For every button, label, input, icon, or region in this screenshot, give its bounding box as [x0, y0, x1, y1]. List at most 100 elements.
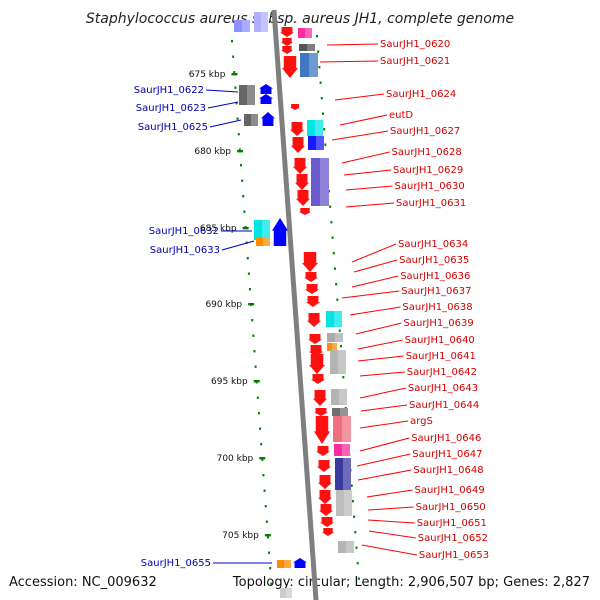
gene-product-box-shade [343, 474, 351, 490]
right-label-leader [351, 243, 397, 263]
outer-right-guide-dot [335, 283, 338, 286]
gene-product-box-shade [342, 416, 351, 442]
gene-product-box [311, 158, 329, 206]
left-label-leader [207, 101, 239, 109]
scale-tick-label: 675 kbp [189, 70, 226, 80]
outer-left-guide-dot [233, 71, 236, 74]
outer-left-guide-dot [263, 489, 266, 492]
gene-product-box-shade [315, 120, 323, 136]
forward-gene-arrow [308, 334, 322, 344]
gene-product-box [256, 238, 270, 246]
gene-product-box [335, 458, 351, 474]
outer-right-guide-dot [323, 128, 326, 131]
gene-product-box-shade [307, 44, 315, 51]
outer-left-guide-dot [260, 443, 263, 446]
right-gene-label: SaurJH1_0653 [419, 550, 489, 561]
forward-gene-arrow [305, 284, 319, 294]
gene-product-box-shade [242, 20, 250, 32]
right-label-leader [331, 130, 389, 141]
gene-product-box [239, 85, 255, 105]
outer-left-guide-dot [238, 148, 241, 151]
reverse-gene-arrow [259, 84, 273, 94]
scale-tick [264, 534, 271, 537]
gene-product-box [327, 333, 343, 342]
gene-product-box-shade [342, 444, 350, 456]
outer-right-guide-dot [324, 143, 327, 146]
gene-product-box [333, 416, 351, 442]
right-label-leader [345, 202, 395, 208]
right-label-leader [343, 169, 392, 176]
outer-left-guide-dot [264, 505, 267, 508]
right-label-leader [353, 259, 398, 273]
gene-product-box [336, 490, 352, 516]
outer-right-guide-dot [336, 298, 339, 301]
right-label-leader [359, 437, 410, 452]
outer-left-guide-dot [257, 412, 260, 415]
gene-features [234, 12, 354, 598]
gene-product-box [299, 44, 315, 51]
outer-right-guide-dot [331, 236, 334, 239]
right-gene-label: SaurJH1_0637 [401, 286, 471, 297]
outer-left-guide-dot [246, 257, 249, 260]
reverse-gene-arrow [259, 94, 273, 104]
gene-product-box-shade [344, 490, 352, 516]
right-label-leader [349, 306, 401, 316]
right-gene-label: eutD [389, 110, 413, 121]
outer-right-guide-dot [351, 500, 354, 503]
left-gene-label: SaurJH1_0625 [138, 122, 208, 133]
right-label-leader [368, 530, 416, 539]
right-label-leader [357, 339, 403, 350]
right-gene-label: SaurJH1_0644 [409, 400, 479, 411]
scale-tick-label: 705 kbp [222, 531, 259, 541]
outer-left-guide-dot [253, 350, 256, 353]
outer-left-guide-dot [241, 179, 244, 182]
left-gene-label: SaurJH1_0623 [136, 103, 206, 114]
gene-product-box-shade [261, 12, 268, 32]
forward-gene-arrow [318, 490, 332, 504]
outer-right-guide-dot [319, 81, 322, 84]
right-gene-label: SaurJH1_0642 [407, 367, 477, 378]
forward-gene-arrow [319, 504, 333, 516]
right-label-leader [351, 275, 399, 288]
right-gene-label: SaurJH1_0651 [417, 518, 487, 529]
outer-left-guide-dot [261, 458, 264, 461]
gene-product-box-shade [340, 408, 348, 416]
outer-right-guide-dot [333, 267, 336, 270]
gene-product-box [244, 114, 258, 126]
forward-gene-arrow [309, 354, 325, 374]
right-label-leader [366, 489, 413, 498]
gene-product-box-shade [286, 588, 292, 598]
right-gene-label: SaurJH1_0629 [393, 165, 463, 176]
accession-text: Accession: NC_009632 [9, 575, 157, 590]
left-label-leader [209, 119, 242, 128]
outer-left-guide-dot [232, 55, 235, 58]
forward-gene-arrow [282, 56, 298, 78]
left-label-leader [205, 89, 239, 93]
forward-gene-arrow [293, 158, 307, 174]
gene-product-box [307, 120, 323, 136]
forward-gene-arrow [295, 174, 309, 190]
forward-gene-arrow [290, 104, 300, 110]
left-gene-label: SaurJH1_0655 [141, 558, 211, 569]
outer-right-guide-dot [329, 205, 332, 208]
gene-product-box [308, 136, 324, 150]
forward-gene-arrow [306, 296, 320, 307]
scale-tick [242, 227, 249, 230]
left-label-leader [221, 240, 255, 251]
forward-gene-arrow [314, 408, 328, 416]
gene-product-box-shade [335, 333, 343, 342]
right-label-leader [359, 387, 407, 399]
right-gene-label: SaurJH1_0640 [405, 335, 475, 346]
scale-tick [237, 150, 244, 153]
right-gene-label: SaurJH1_0646 [411, 433, 481, 444]
left-gene-label: SaurJH1_0633 [150, 245, 220, 256]
outer-left-guide-dot [266, 536, 269, 539]
outer-left-guide-dot [237, 133, 240, 136]
label-leaders [205, 43, 417, 564]
gene-product-box [338, 541, 354, 553]
right-gene-label: SaurJH1_0635 [399, 255, 469, 266]
forward-gene-arrow [313, 390, 327, 406]
forward-gene-arrow [322, 528, 334, 536]
outer-left-guide-dot [247, 272, 250, 275]
